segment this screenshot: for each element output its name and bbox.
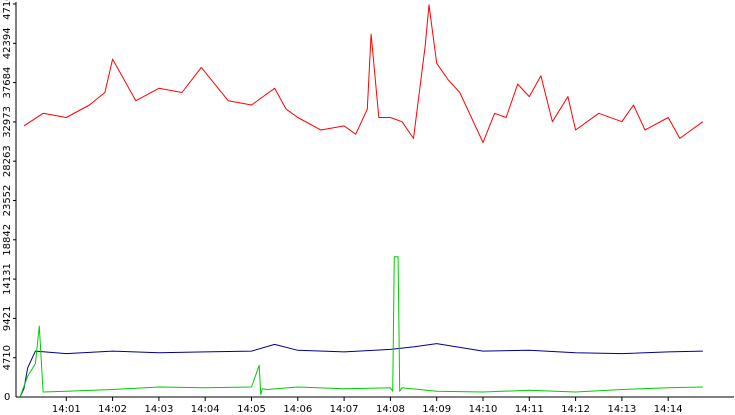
x-tick-label: 14:11 xyxy=(515,404,544,415)
y-tick-label: 42394 xyxy=(2,27,13,59)
y-tick-label: 14131 xyxy=(2,263,13,295)
y-tick-label: 23552 xyxy=(2,185,13,217)
x-tick-label: 14:10 xyxy=(469,404,498,415)
y-tick-label: 0 xyxy=(4,392,10,403)
series-line-2 xyxy=(19,343,703,398)
x-tick-label: 14:04 xyxy=(191,404,220,415)
x-tick-label: 14:07 xyxy=(330,404,359,415)
x-tick-label: 14:08 xyxy=(376,404,405,415)
y-tick-label: 28263 xyxy=(2,145,13,177)
y-tick-label: 18842 xyxy=(2,224,13,256)
x-tick-label: 14:05 xyxy=(237,404,266,415)
x-axis-ticks: 14:01 14:02 14:03 14:04 14:05 14:06 14:07 14:08… xyxy=(52,397,683,415)
x-tick-label: 14:14 xyxy=(654,404,683,415)
y-axis-ticks: 4710 9421 14131 18842 23552 28263 32973 37684 42… xyxy=(2,0,16,403)
series-line-1 xyxy=(23,4,704,143)
y-tick-label: 37684 xyxy=(2,67,13,99)
series-layer xyxy=(19,4,704,398)
x-tick-label: 14:09 xyxy=(422,404,451,415)
axes xyxy=(15,2,734,398)
y-tick-label: 47105 xyxy=(2,0,13,20)
x-tick-label: 14:13 xyxy=(607,404,636,415)
x-tick-label: 14:02 xyxy=(98,404,127,415)
x-tick-label: 14:01 xyxy=(52,404,81,415)
x-tick-label: 14:03 xyxy=(144,404,173,415)
series-line-3 xyxy=(19,256,703,398)
y-tick-label: 9421 xyxy=(2,306,13,331)
x-tick-label: 14:12 xyxy=(561,404,590,415)
y-tick-label: 4710 xyxy=(2,345,13,370)
x-tick-label: 14:06 xyxy=(283,404,312,415)
y-tick-label: 32973 xyxy=(2,106,13,138)
